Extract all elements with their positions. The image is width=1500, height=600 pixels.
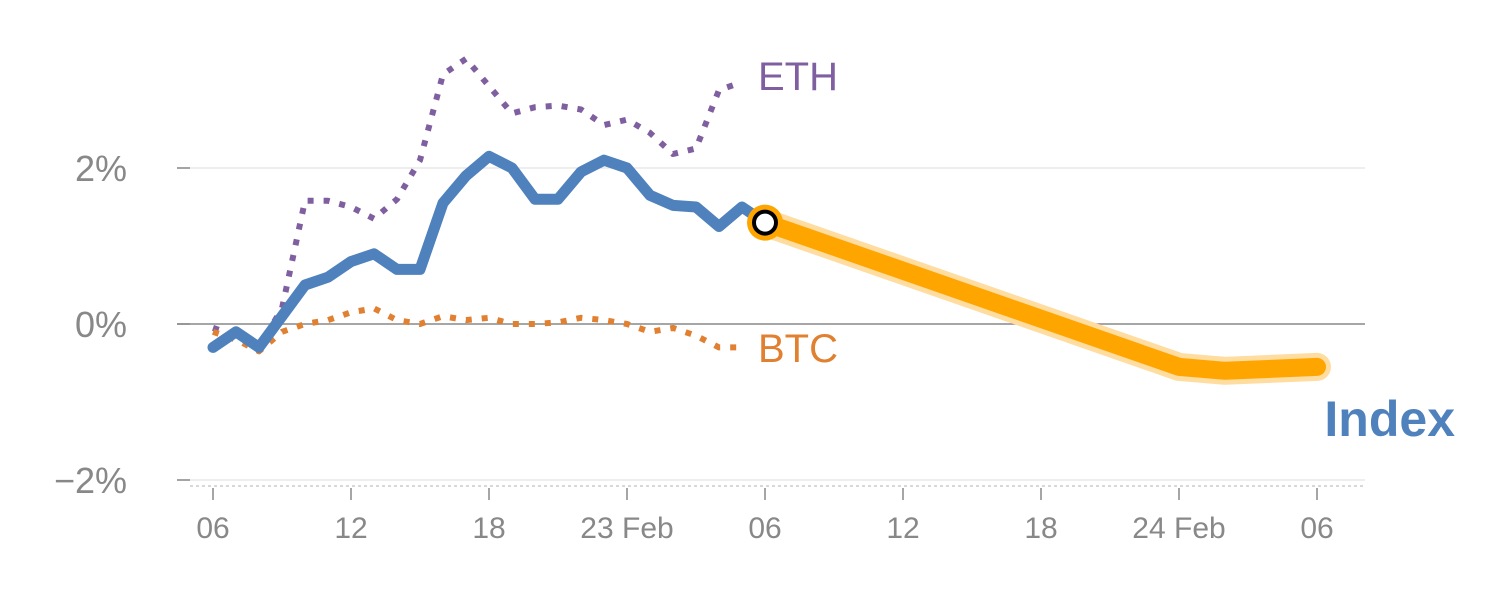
x-tick-label: 12	[334, 512, 367, 545]
x-tick-label: 23 Feb	[580, 512, 673, 545]
series-label-btc: BTC	[758, 327, 838, 371]
label-layer: ETH BTC Index	[758, 55, 1455, 447]
y-tick-label: −2%	[54, 460, 127, 501]
grid-layer: 2% 0% −2% 06 12 18 23 Feb 06 12 18 24 Feb 06	[54, 148, 1365, 545]
x-tick-label: 06	[748, 512, 781, 545]
x-tick-label: 06	[196, 512, 229, 545]
current-point-marker	[752, 209, 778, 236]
x-tick-label: 12	[886, 512, 919, 545]
series-line-forecast	[756, 213, 1326, 380]
y-tick-label: 0%	[75, 304, 127, 345]
series-line-index	[207, 150, 771, 353]
y-tick-label: 2%	[75, 148, 127, 189]
x-tick-label: 18	[472, 512, 505, 545]
series-label-eth: ETH	[758, 55, 838, 99]
x-tick-label: 24 Feb	[1132, 512, 1225, 545]
x-tick-label: 06	[1300, 512, 1333, 545]
series-layer	[207, 55, 1331, 385]
series-line-btc	[212, 305, 742, 355]
x-tick-label: 18	[1024, 512, 1057, 545]
series-label-index: Index	[1324, 391, 1455, 447]
